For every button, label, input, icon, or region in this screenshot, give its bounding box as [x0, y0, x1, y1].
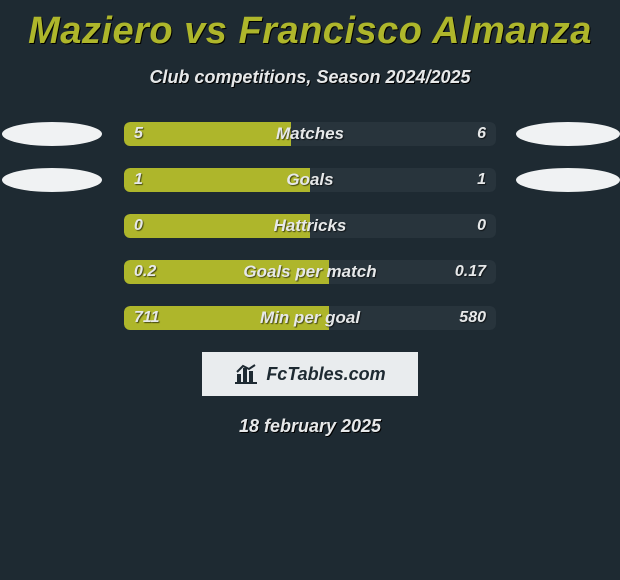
stat-value-right: 1 — [477, 171, 486, 189]
stat-value-right: 580 — [459, 309, 486, 327]
stat-label: Min per goal — [260, 308, 360, 328]
stat-bar: 0 Hattricks 0 — [124, 214, 496, 238]
player-right-avatar — [516, 168, 620, 192]
player-left-avatar — [0, 168, 104, 192]
player-left-avatar — [0, 214, 104, 238]
stat-bar: 711 Min per goal 580 — [124, 306, 496, 330]
stat-bar: 5 Matches 6 — [124, 122, 496, 146]
subtitle: Club competitions, Season 2024/2025 — [0, 67, 620, 88]
stat-row: 1 Goals 1 — [0, 168, 620, 192]
bar-chart-icon — [234, 364, 258, 384]
player-left-avatar — [0, 260, 104, 284]
stat-bar: 1 Goals 1 — [124, 168, 496, 192]
avatar-icon — [516, 122, 620, 146]
stat-row: 5 Matches 6 — [0, 122, 620, 146]
stat-value-left: 5 — [134, 125, 143, 143]
stat-value-right: 6 — [477, 125, 486, 143]
player-right-avatar — [516, 214, 620, 238]
stat-value-left: 0 — [134, 217, 143, 235]
title: Maziero vs Francisco Almanza — [0, 10, 620, 53]
stat-row: 711 Min per goal 580 — [0, 306, 620, 330]
stat-label: Hattricks — [274, 216, 347, 236]
player-right-avatar — [516, 306, 620, 330]
player-left-avatar — [0, 306, 104, 330]
player-right-avatar — [516, 122, 620, 146]
stat-value-right: 0.17 — [455, 263, 486, 281]
stat-value-right: 0 — [477, 217, 486, 235]
stat-label: Goals — [286, 170, 333, 190]
stat-row: 0.2 Goals per match 0.17 — [0, 260, 620, 284]
stat-bar-left-fill — [124, 168, 310, 192]
player-right-avatar — [516, 260, 620, 284]
stat-value-left: 711 — [134, 309, 160, 327]
watermark-text: FcTables.com — [266, 364, 385, 385]
date: 18 february 2025 — [0, 416, 620, 437]
stat-label: Goals per match — [243, 262, 376, 282]
avatar-icon — [516, 168, 620, 192]
stat-label: Matches — [276, 124, 344, 144]
stat-bar: 0.2 Goals per match 0.17 — [124, 260, 496, 284]
stat-row: 0 Hattricks 0 — [0, 214, 620, 238]
stat-value-left: 0.2 — [134, 263, 156, 281]
stat-rows: 5 Matches 6 1 Goals 1 0 Hattricks 0 0.2 Goals per … — [0, 122, 620, 330]
stat-bar-left-fill — [124, 122, 291, 146]
stat-value-left: 1 — [134, 171, 143, 189]
avatar-icon — [2, 168, 102, 192]
player-left-avatar — [0, 122, 104, 146]
avatar-icon — [2, 122, 102, 146]
watermark[interactable]: FcTables.com — [202, 352, 418, 396]
